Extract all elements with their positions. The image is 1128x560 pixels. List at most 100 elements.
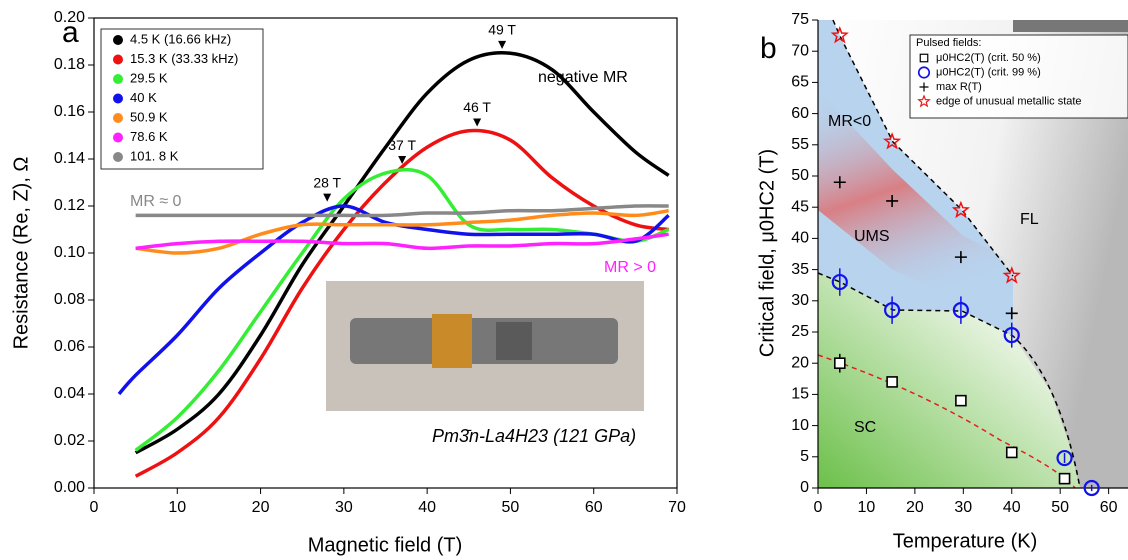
y-tick-label: 5 — [800, 448, 809, 465]
legend-swatch — [113, 132, 123, 143]
square-marker — [1058, 472, 1071, 485]
boundary-line — [832, 19, 1014, 277]
region-label: SC — [854, 419, 876, 436]
square-marker — [955, 394, 967, 407]
square-marker — [886, 376, 898, 388]
annotation-text: MR > 0 — [604, 259, 656, 276]
y-tick-label: 0.00 — [54, 479, 85, 496]
y-tick-label: 0.14 — [54, 150, 85, 167]
y-tick-label: 50 — [791, 167, 809, 184]
y-tick-label: 30 — [791, 292, 809, 309]
annotation-text: 37 T — [388, 137, 416, 153]
circle-marker — [917, 66, 931, 79]
legend-label: 40 K — [130, 90, 157, 105]
ums-region — [818, 90, 1013, 320]
legend-label: 4.5 K (16.66 kHz) — [130, 31, 231, 46]
x-tick-label: 50 — [502, 499, 520, 516]
star-marker — [830, 26, 849, 44]
x-tick-label: 60 — [1100, 499, 1118, 516]
legend-label: 15.3 K (33.33 kHz) — [130, 51, 238, 66]
x-tick-label: 50 — [1051, 499, 1069, 516]
plus-marker — [954, 251, 967, 264]
x-axis-label: Magnetic field (T) — [308, 534, 463, 556]
y-tick-label: 0.08 — [54, 291, 85, 308]
x-tick-label: 30 — [335, 499, 353, 516]
y-tick-label: 25 — [791, 323, 809, 340]
y-tick-label: 0 — [800, 479, 809, 496]
annotation-arrow — [323, 193, 332, 202]
plus-marker — [919, 82, 929, 92]
series-line — [134, 128, 669, 478]
legend-frame — [909, 34, 1128, 119]
series-line — [134, 51, 670, 455]
square-marker — [833, 357, 846, 370]
region-label: FL — [1020, 211, 1039, 228]
legend-label: 29.5 K — [130, 70, 168, 85]
y-tick-label: 0.10 — [54, 244, 85, 261]
star-marker — [883, 132, 902, 150]
top-bar — [1013, 20, 1128, 32]
circle-marker — [1083, 479, 1100, 497]
y-axis-label: Resistance (Re, Z), Ω — [10, 157, 32, 350]
y-tick-label: 45 — [791, 198, 809, 215]
circle-marker — [1056, 449, 1073, 467]
inset-photo-part — [350, 318, 618, 364]
region-label: UMS — [854, 228, 890, 245]
annotation-arrow — [498, 40, 507, 49]
series-line — [135, 232, 669, 251]
annotation-text: 28 T — [313, 174, 341, 190]
region-label: MR<0 — [828, 113, 871, 130]
y-tick-label: 0.20 — [54, 9, 85, 26]
annotation-text: MR ≈ 0 — [130, 193, 182, 210]
y-tick-label: 0.02 — [54, 432, 85, 449]
plus-marker — [833, 176, 846, 189]
legend-swatch — [113, 113, 123, 123]
circle-marker — [884, 302, 901, 319]
y-tick-label: 55 — [791, 136, 809, 153]
legend-label: μ0HC2(T) (crit. 99 %) — [936, 66, 1041, 78]
y-tick-label: 0.04 — [54, 385, 85, 402]
inset-photo-part — [496, 322, 532, 360]
legend-swatch — [113, 93, 123, 104]
annotation-text: 49 T — [488, 22, 516, 38]
series-line — [135, 204, 669, 218]
circle-marker — [831, 273, 848, 291]
x-tick-label: 0 — [814, 499, 823, 516]
square-marker — [919, 53, 929, 63]
legend-frame — [100, 28, 264, 170]
x-tick-label: 20 — [252, 499, 270, 516]
legend-label: edge of unusual metallic state — [936, 95, 1082, 107]
boundary-line — [817, 354, 1076, 489]
x-axis-label: Temperature (K) — [893, 530, 1038, 552]
legend-label: 101. 8 K — [130, 148, 179, 163]
panel-label: a — [62, 16, 79, 49]
annotation-arrow — [473, 118, 482, 127]
star-marker — [917, 94, 931, 108]
star-marker — [951, 200, 970, 219]
y-tick-label: 60 — [791, 105, 809, 122]
y-tick-label: 65 — [791, 74, 809, 91]
x-tick-label: 10 — [858, 499, 876, 516]
annotation-arrow — [398, 156, 407, 165]
legend-label: 78.6 K — [130, 129, 168, 144]
y-tick-label: 20 — [791, 354, 809, 371]
x-tick-label: 10 — [168, 499, 186, 516]
x-tick-label: 60 — [585, 499, 603, 516]
panel-label: b — [760, 32, 777, 65]
x-tick-label: 40 — [1003, 499, 1021, 516]
annotation-text: negative MR — [538, 69, 628, 86]
y-tick-label: 10 — [791, 417, 809, 434]
legend-label: μ0HC2(T) (crit. 50 %) — [936, 52, 1041, 64]
star-marker — [1002, 266, 1021, 284]
legend-swatch — [113, 54, 123, 65]
series-line — [135, 208, 669, 255]
legend-label: 50.9 K — [130, 109, 168, 124]
inset-photo-part — [432, 314, 472, 368]
y-tick-label: 15 — [791, 386, 809, 403]
x-tick-label: 40 — [418, 499, 436, 516]
y-tick-label: 0.12 — [54, 197, 85, 214]
plus-marker — [1005, 307, 1018, 320]
x-tick-label: 0 — [90, 499, 99, 516]
plus-marker — [886, 194, 899, 207]
